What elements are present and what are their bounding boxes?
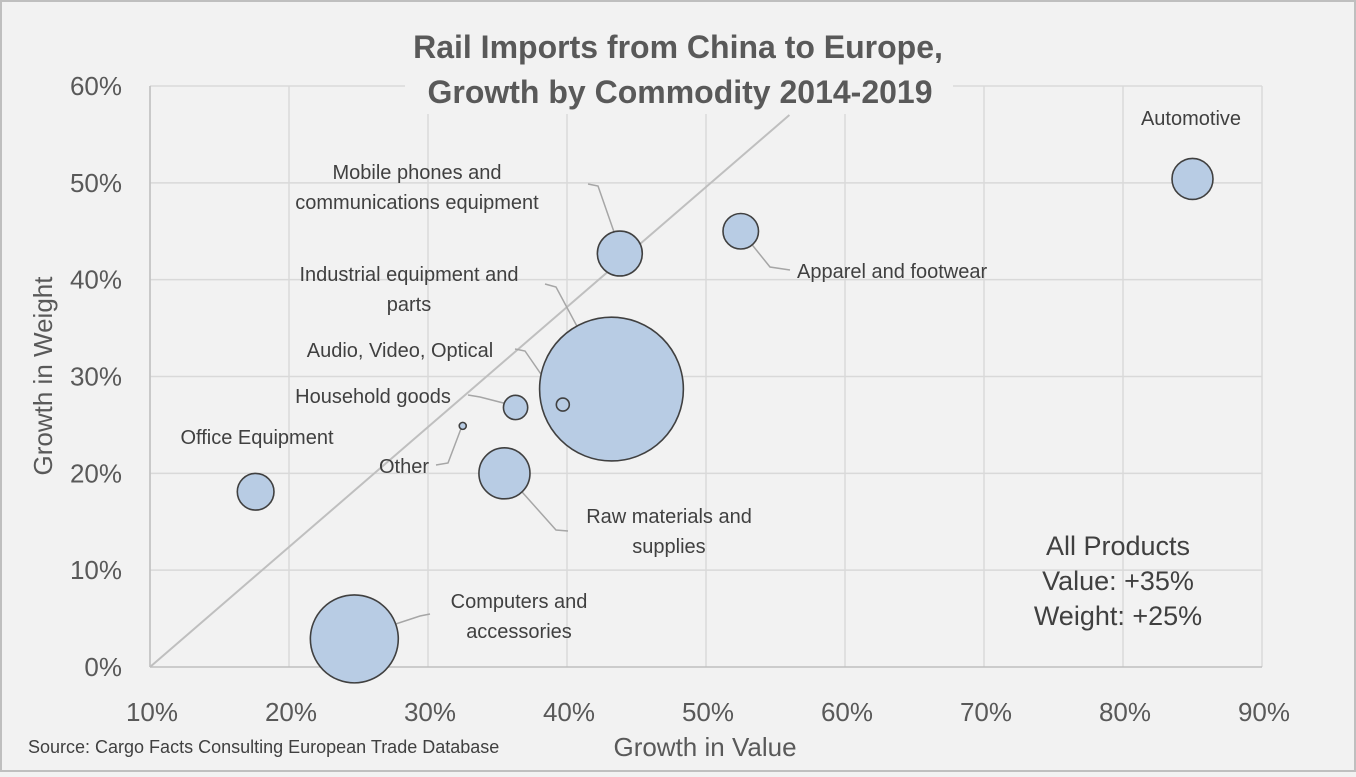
x-tick-label: 60%: [821, 697, 873, 727]
bubble-point: [538, 316, 685, 462]
y-tick-label: 40%: [70, 265, 122, 295]
bubble-point: [722, 212, 760, 250]
summary-box: All Products Value: +35% Weight: +25%: [1034, 531, 1202, 631]
bubble-label-layer: Automotive Mobile phones and communication…: [180, 108, 1241, 643]
bubble-label: Other: [379, 456, 429, 478]
leader-line: [587, 183, 622, 253]
x-tick-label: 40%: [543, 697, 595, 727]
reference-line: [149, 114, 791, 668]
bubble-point: [478, 447, 531, 500]
bubble-label: communications equipment: [295, 192, 539, 214]
y-tick-label: 20%: [70, 458, 122, 488]
summary-line-1: All Products: [1046, 531, 1190, 561]
title-backdrop: [405, 24, 953, 114]
y-tick-label: 30%: [70, 362, 122, 392]
bubble-label: Household goods: [295, 386, 451, 408]
bubble-label: accessories: [466, 621, 572, 643]
reference-line-layer: [149, 114, 791, 668]
leader-line: [435, 425, 463, 466]
bubble-label: supplies: [632, 536, 705, 558]
x-tick-label: 30%: [404, 697, 456, 727]
y-tick-label: 0%: [84, 652, 122, 682]
bubble-point: [458, 421, 468, 431]
bubble-label: parts: [387, 294, 431, 316]
bubble-layer: [236, 157, 1214, 684]
bubble-point: [309, 594, 400, 684]
bubble-label: Mobile phones and: [332, 162, 501, 184]
bubble-label: Computers and: [451, 591, 588, 613]
x-tick-label: 80%: [1099, 697, 1151, 727]
chart-title-line-2: Growth by Commodity 2014-2019: [427, 74, 932, 110]
summary-line-2: Value: +35%: [1042, 566, 1194, 596]
x-tick-label: 50%: [682, 697, 734, 727]
bubble-label: Raw materials and: [586, 506, 752, 528]
bubble-label: Industrial equipment and: [299, 264, 518, 286]
bubble-point: [236, 472, 275, 511]
bubble-point: [555, 397, 571, 412]
bubble-point: [1171, 157, 1214, 201]
chart-title-line-1: Rail Imports from China to Europe,: [413, 29, 943, 65]
bubble-point: [502, 394, 529, 421]
bubble-label: Audio, Video, Optical: [307, 340, 493, 362]
bubble-label: Apparel and footwear: [797, 261, 987, 283]
summary-line-3: Weight: +25%: [1034, 601, 1202, 631]
bubble-label: Office Equipment: [180, 427, 333, 449]
leader-line: [467, 394, 516, 407]
source-note: Source: Cargo Facts Consulting European …: [28, 737, 499, 757]
x-tick-label: 20%: [265, 697, 317, 727]
bubble-point: [596, 230, 644, 277]
y-axis-title: Growth in Weight: [28, 276, 58, 476]
tick-label-layer: 10% 20% 30% 40% 50% 60% 70% 80% 90%0%10%20%30%40…: [70, 71, 1290, 727]
chart-title: Rail Imports from China to Europe, Growt…: [405, 24, 953, 114]
y-tick-label: 60%: [70, 71, 122, 101]
x-tick-label: 90%: [1238, 697, 1290, 727]
x-tick-label: 70%: [960, 697, 1012, 727]
y-tick-label: 50%: [70, 168, 122, 198]
x-tick-label: 10%: [126, 697, 178, 727]
y-tick-label: 10%: [70, 555, 122, 585]
leader-line: [505, 473, 569, 532]
x-axis-title: Growth in Value: [613, 732, 796, 762]
bubble-label: Automotive: [1141, 108, 1241, 130]
